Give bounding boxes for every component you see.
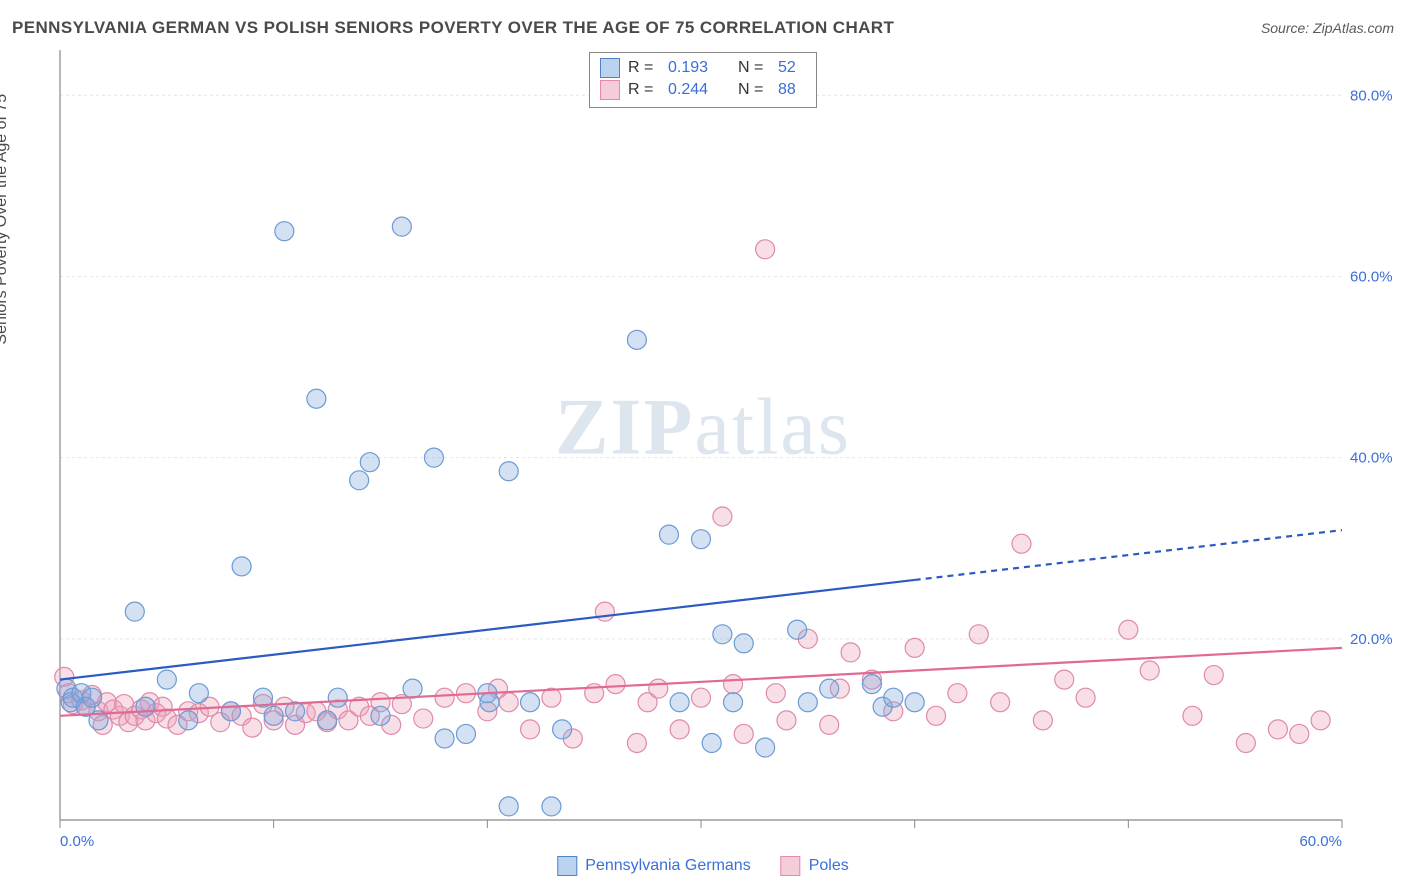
y-axis-label: Seniors Poverty Over the Age of 75 [0,94,11,345]
header: PENNSYLVANIA GERMAN VS POLISH SENIORS PO… [12,18,1394,38]
legend-item-poles: Poles [781,856,849,876]
svg-text:80.0%: 80.0% [1350,87,1393,104]
svg-text:40.0%: 40.0% [1350,450,1393,467]
series-legend: Pennsylvania Germans Poles [557,856,848,876]
swatch-germans-icon [557,856,577,876]
scatter-plot: 20.0% 40.0% 60.0% 80.0% 0.0% 60.0% [12,50,1394,872]
swatch-poles-icon [781,856,801,876]
swatch-germans [600,58,620,78]
swatch-poles [600,80,620,100]
svg-text:20.0%: 20.0% [1350,631,1393,648]
legend-row-poles: R = 0.244 N = 88 [600,79,806,101]
svg-text:60.0%: 60.0% [1299,833,1342,850]
chart-area: Seniors Poverty Over the Age of 75 ZIPat… [12,50,1394,872]
svg-text:60.0%: 60.0% [1350,268,1393,285]
legend-item-germans: Pennsylvania Germans [557,856,750,876]
source-attribution: Source: ZipAtlas.com [1261,20,1394,36]
legend-row-germans: R = 0.193 N = 52 [600,57,806,79]
correlation-legend: R = 0.193 N = 52 R = 0.244 N = 88 [589,52,817,108]
svg-text:0.0%: 0.0% [60,833,94,850]
chart-title: PENNSYLVANIA GERMAN VS POLISH SENIORS PO… [12,18,894,38]
